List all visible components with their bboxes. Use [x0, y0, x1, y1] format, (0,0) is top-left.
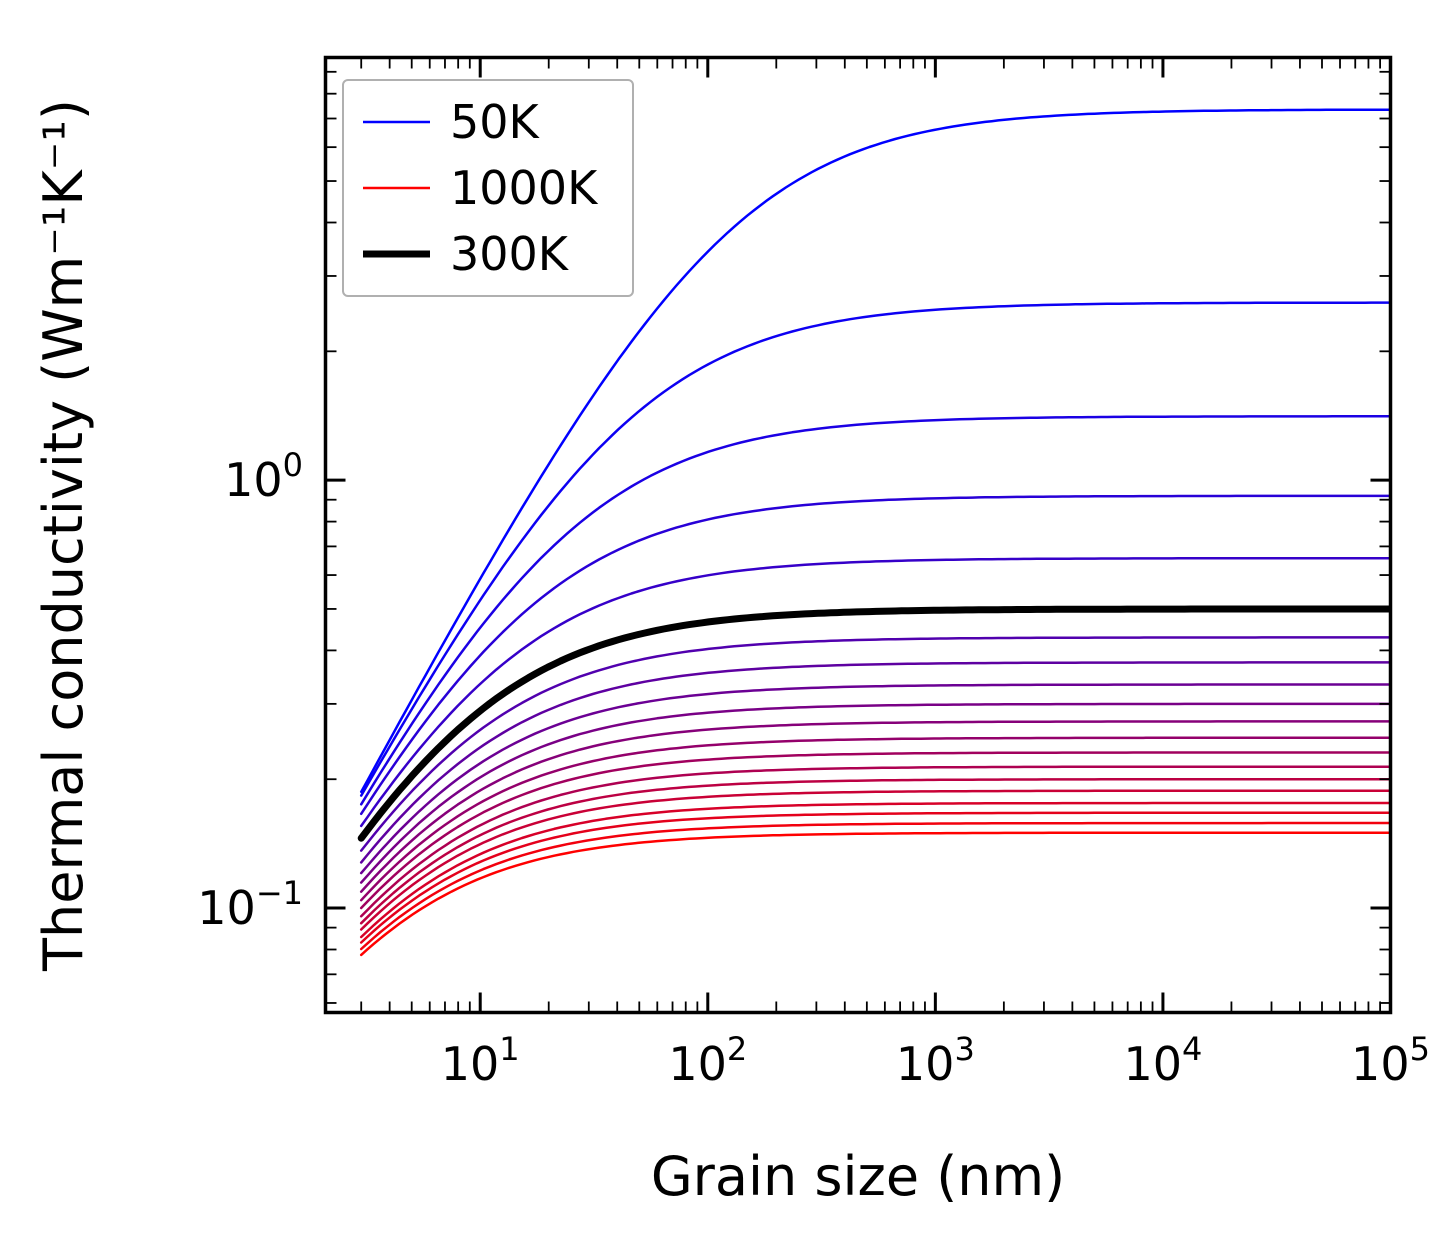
curve-150K — [359, 415, 1391, 806]
curves-layer — [357, 108, 1391, 957]
tick-labels-layer: 101 102 103 104 105 100 10−1 — [197, 446, 1430, 1091]
y-tick-label: 100 — [224, 446, 303, 507]
y-axis-label: Thermal conductivity (Wm⁻¹K⁻¹) — [32, 99, 95, 972]
curve-50K — [359, 108, 1391, 794]
curve-350K — [359, 636, 1391, 852]
plot-border — [323, 55, 1393, 1015]
curve-550K — [359, 720, 1391, 893]
legend-box — [342, 79, 634, 297]
curve-700K — [359, 765, 1391, 918]
curve-250K — [359, 556, 1391, 828]
curve-450K — [359, 683, 1391, 875]
y-tick-label: 10−1 — [197, 874, 303, 935]
x-tick-label: 105 — [1351, 1030, 1430, 1091]
ticks-layer — [325, 57, 1392, 1013]
curve-900K — [359, 811, 1391, 944]
curve-600K — [359, 736, 1391, 902]
x-tick-label: 102 — [668, 1030, 747, 1091]
x-tick-label: 101 — [441, 1030, 520, 1091]
curve-650K — [359, 751, 1391, 910]
curve-500K — [359, 702, 1391, 884]
curve-800K — [359, 789, 1391, 931]
curve-850K — [359, 801, 1391, 939]
legend-label-50K: 50K — [450, 95, 541, 149]
curve-100K — [359, 301, 1391, 797]
curve-200K — [359, 494, 1391, 816]
curve-300K-highlight — [357, 605, 1391, 842]
legend: 50K 1000K 300K — [342, 79, 634, 297]
x-tick-label: 104 — [1123, 1030, 1202, 1091]
curve-400K — [359, 661, 1391, 864]
curve-1000K — [359, 831, 1391, 957]
curve-950K — [359, 821, 1391, 951]
curve-750K — [359, 777, 1391, 925]
legend-label-1000K: 1000K — [450, 161, 599, 215]
legend-label-300K: 300K — [450, 227, 570, 281]
x-tick-label: 103 — [896, 1030, 975, 1091]
x-axis-label: Grain size (nm) — [651, 1145, 1065, 1208]
